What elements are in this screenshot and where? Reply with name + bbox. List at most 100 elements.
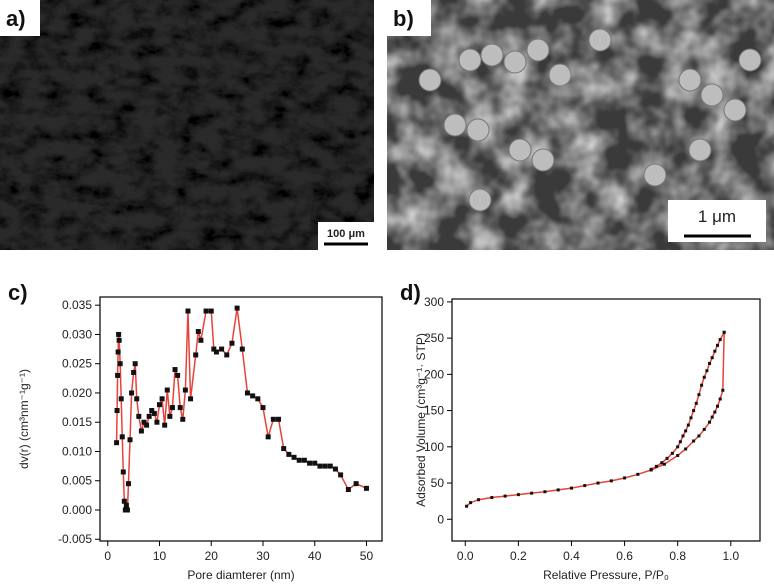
- data-point: [708, 361, 712, 365]
- data-point: [692, 409, 696, 413]
- spheres: [418, 28, 762, 212]
- data-point: [676, 454, 680, 458]
- image-texture: [0, 0, 374, 250]
- data-point: [195, 329, 201, 335]
- x-tick-label: 0.0: [457, 549, 474, 563]
- data-point: [718, 397, 722, 401]
- data-point: [327, 463, 333, 469]
- data-point: [167, 413, 173, 419]
- data-point: [710, 415, 714, 419]
- y-tick-label: 150: [424, 404, 444, 418]
- data-point: [169, 405, 175, 411]
- y-tick-label: 250: [424, 331, 444, 345]
- label-box: [0, 0, 40, 36]
- data-point: [151, 410, 157, 416]
- y-tick-label: 0: [437, 512, 444, 526]
- panel-label: b): [393, 6, 414, 31]
- data-point: [127, 437, 133, 443]
- x-tick-label: 40: [308, 549, 322, 563]
- x-tick-label: 20: [205, 549, 219, 563]
- data-point: [609, 479, 613, 483]
- data-point: [159, 396, 165, 402]
- data-point: [705, 369, 709, 373]
- data-point: [224, 352, 230, 358]
- data-point: [697, 393, 701, 397]
- sem-image-b: b) 1 μm: [387, 0, 774, 250]
- data-point: [700, 383, 704, 387]
- data-point: [132, 361, 138, 367]
- data-point: [583, 484, 587, 488]
- data-point: [138, 428, 144, 434]
- data-point: [119, 434, 125, 440]
- data-point: [250, 393, 256, 399]
- data-point: [636, 472, 640, 476]
- chart: c) 0 10 20 30 40 50 -0.005 0.000 0.005 0.010 0.015 0…: [8, 280, 383, 582]
- data-point: [131, 369, 137, 375]
- data-point: [694, 401, 698, 405]
- y-axis-title: dv(r) (cm³nm⁻¹g⁻¹): [17, 369, 31, 469]
- data-point: [649, 467, 653, 471]
- x-tick-label: 0.8: [669, 549, 686, 563]
- data-point: [322, 463, 328, 469]
- data-point: [129, 390, 135, 396]
- x-tick-label: 50: [360, 549, 374, 563]
- data-point: [708, 420, 712, 424]
- data-point: [213, 349, 219, 355]
- data-point: [543, 490, 547, 494]
- data-point: [332, 466, 338, 472]
- data-point: [136, 413, 142, 419]
- y-tick-label: 0.005: [62, 474, 92, 488]
- data-point: [185, 308, 191, 314]
- data-point: [182, 387, 188, 393]
- data-point: [569, 486, 573, 490]
- data-point: [556, 488, 560, 492]
- y-tick-label: 0.020: [62, 386, 92, 400]
- data-point: [665, 456, 669, 460]
- data-point: [710, 356, 714, 360]
- data-line: [466, 332, 725, 507]
- data-point: [180, 416, 186, 422]
- data-point: [208, 308, 214, 314]
- data-point: [684, 447, 688, 451]
- data-point: [124, 507, 130, 513]
- data-point: [120, 469, 126, 475]
- data-point: [134, 396, 140, 402]
- y-tick-label: 50: [431, 476, 445, 490]
- data-point: [146, 413, 152, 419]
- y-tick-label: 0.030: [62, 327, 92, 341]
- data-point: [175, 372, 181, 378]
- data-point: [114, 440, 120, 446]
- y-tick-label: 100: [424, 440, 444, 454]
- data-point: [239, 346, 245, 352]
- data-point: [716, 404, 720, 408]
- data-point: [244, 390, 250, 396]
- x-tick-label: 30: [256, 549, 270, 563]
- data-point: [281, 446, 287, 452]
- data-point: [203, 308, 209, 314]
- data-point: [115, 349, 121, 355]
- y-axis-title: Adsorbed Volume (cm³g⁻¹· STP): [414, 333, 428, 507]
- chart: d) 0.0 0.2 0.4 0.6 0.8 1.0 0 50 100 150 200 250 300 Re…: [400, 280, 761, 582]
- plot-frame: [99, 296, 383, 542]
- data-point: [312, 460, 318, 466]
- data-point: [123, 502, 129, 508]
- data-point: [118, 396, 124, 402]
- data-point: [144, 422, 150, 428]
- scale-bar-label: 1 μm: [698, 207, 736, 226]
- data-point: [465, 504, 469, 508]
- x-tick-label: 0: [104, 549, 111, 563]
- x-tick-label: 0.4: [563, 549, 580, 563]
- data-point: [172, 367, 178, 373]
- y-tick-label: 0.015: [62, 415, 92, 429]
- data-point: [681, 434, 685, 438]
- data-point: [702, 375, 706, 379]
- data-point: [692, 439, 696, 443]
- data-point: [317, 463, 323, 469]
- data-point: [662, 462, 666, 466]
- x-tick-label: 0.2: [510, 549, 527, 563]
- sem-image-a: a) 100 μm: [0, 0, 374, 250]
- data-point: [162, 422, 168, 428]
- data-point: [276, 416, 282, 422]
- data-point: [678, 440, 682, 444]
- data-point: [188, 396, 194, 402]
